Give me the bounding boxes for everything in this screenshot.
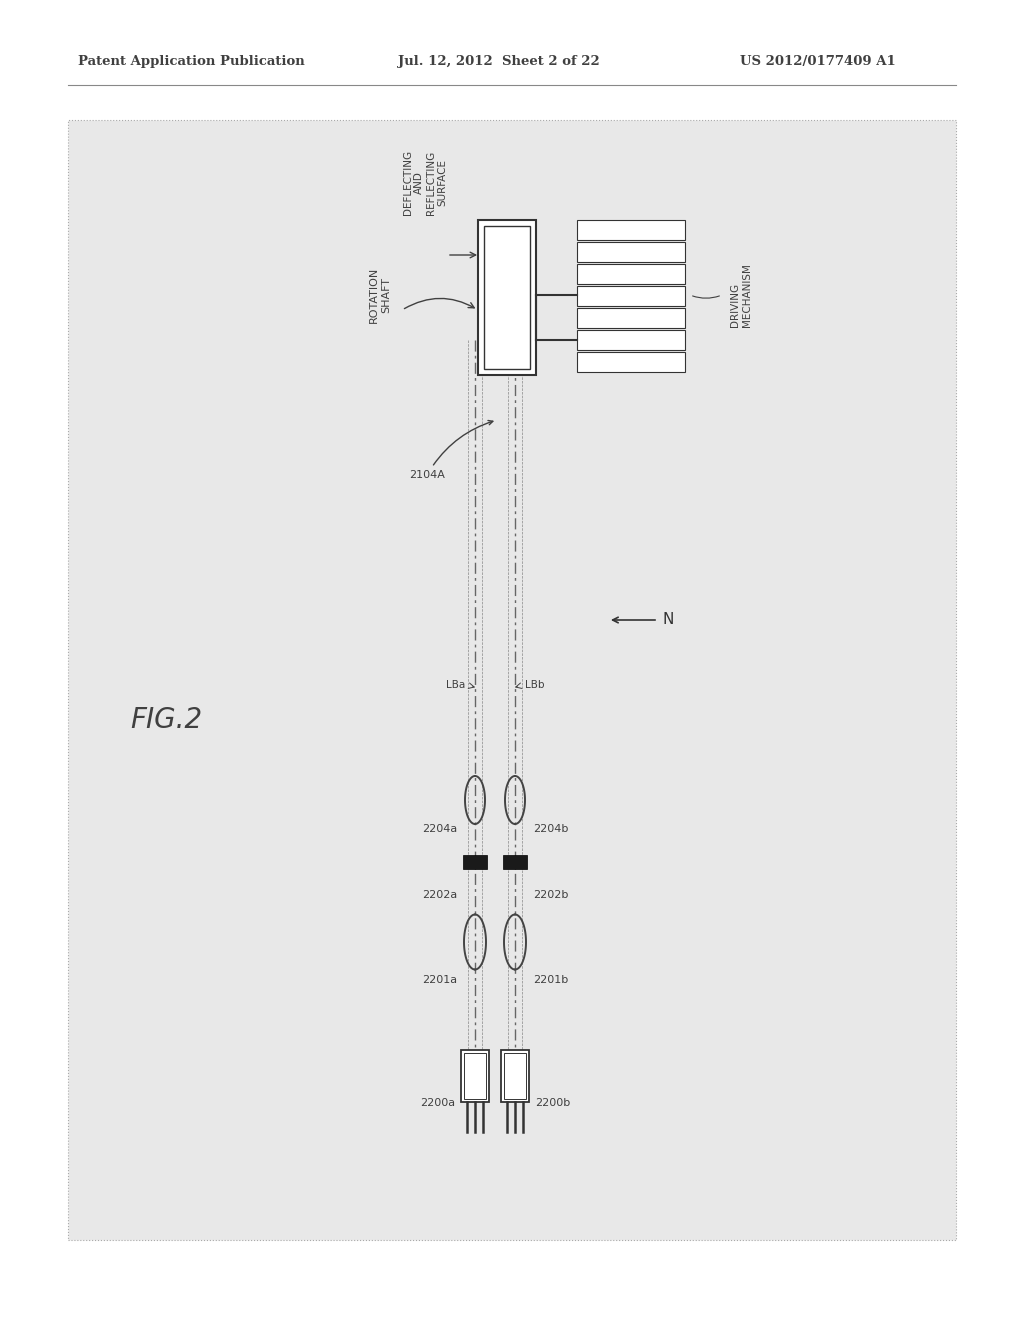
Text: Jul. 12, 2012  Sheet 2 of 22: Jul. 12, 2012 Sheet 2 of 22 — [398, 55, 600, 69]
Bar — [577, 308, 685, 327]
Text: N: N — [663, 612, 675, 627]
Text: LBa: LBa — [445, 680, 465, 690]
Text: Patent Application Publication: Patent Application Publication — [78, 55, 305, 69]
Text: DEFLECTING
AND
REFLECTING
SURFACE: DEFLECTING AND REFLECTING SURFACE — [402, 150, 447, 215]
Bar — [577, 330, 685, 350]
Text: 2204a: 2204a — [422, 824, 457, 834]
Text: FIG.2: FIG.2 — [130, 706, 202, 734]
Text: 2201b: 2201b — [534, 975, 568, 985]
Bar — [577, 242, 685, 261]
Text: 2201a: 2201a — [422, 975, 457, 985]
Bar — [463, 855, 487, 869]
Bar — [577, 285, 685, 306]
Bar — [577, 264, 685, 284]
Bar — [68, 120, 956, 1239]
Text: US 2012/0177409 A1: US 2012/0177409 A1 — [740, 55, 896, 69]
Bar — [461, 1049, 489, 1102]
Text: 2202b: 2202b — [534, 890, 568, 900]
Text: LBb: LBb — [525, 680, 545, 690]
Text: DRIVING
MECHANISM: DRIVING MECHANISM — [730, 263, 752, 327]
Bar — [478, 220, 536, 375]
Bar — [577, 351, 685, 372]
Text: ROTATION
SHAFT: ROTATION SHAFT — [370, 267, 391, 323]
Bar — [503, 855, 527, 869]
Bar — [504, 1053, 526, 1100]
Bar — [484, 226, 530, 370]
Text: 2200a: 2200a — [420, 1098, 455, 1107]
Text: 2204b: 2204b — [534, 824, 568, 834]
Bar — [577, 219, 685, 240]
Text: 2104A: 2104A — [409, 421, 493, 480]
Text: 2202a: 2202a — [422, 890, 457, 900]
Bar — [464, 1053, 486, 1100]
Text: 2200b: 2200b — [535, 1098, 570, 1107]
Bar — [501, 1049, 529, 1102]
